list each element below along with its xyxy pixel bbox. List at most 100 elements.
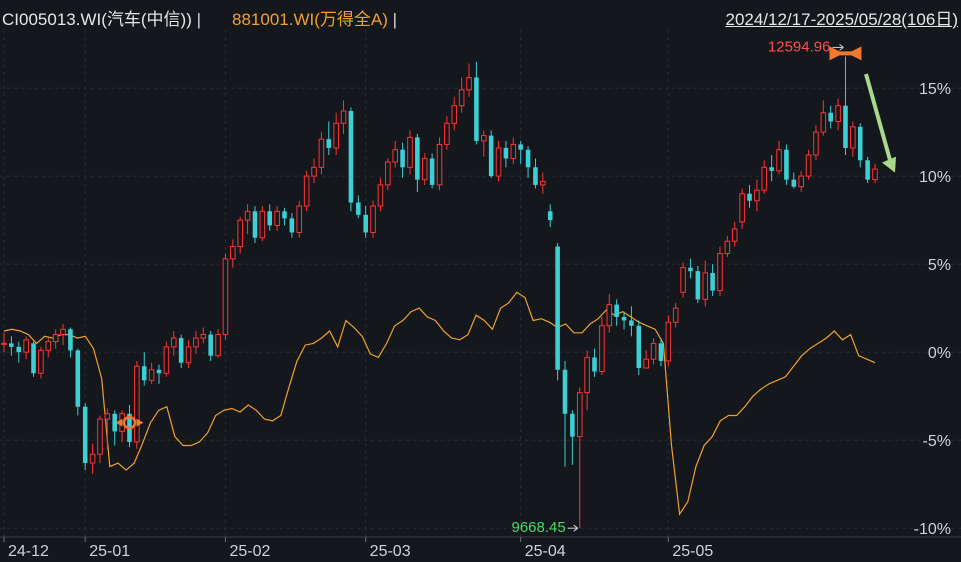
chart-grid: [0, 30, 961, 538]
y-tick-label: 15%: [919, 81, 951, 98]
candle: [458, 77, 465, 113]
candle-body-up: [392, 149, 399, 163]
candle: [614, 299, 619, 326]
chart-header: CI005013.WI(汽车(中信)) | 881001.WI(万得全A) | …: [0, 0, 961, 30]
candle-body-up: [421, 158, 428, 181]
candle: [843, 56, 848, 155]
candle: [547, 204, 553, 228]
candle: [495, 140, 502, 182]
high-pointer-head: [839, 44, 844, 51]
annotations-layer: 12594.96 9668.45: [115, 38, 896, 536]
candle-body-up: [296, 205, 303, 233]
candle: [52, 329, 59, 349]
trend-arrow-head: [882, 156, 896, 173]
candle: [436, 137, 443, 191]
date-range-selector[interactable]: 2024/12/17-2025/05/28(106日): [725, 10, 958, 29]
candle-body-up: [761, 166, 768, 191]
candle: [348, 107, 354, 212]
candle-body-up: [665, 321, 672, 362]
candle-body-up: [576, 392, 583, 438]
candle: [576, 387, 583, 529]
candle: [363, 206, 368, 238]
candle-body-up: [215, 334, 221, 357]
candle-body-down: [570, 413, 575, 437]
candle-body-up: [717, 253, 723, 292]
candle: [82, 403, 88, 471]
candles-layer: [1, 56, 878, 529]
candle-body-down: [592, 357, 597, 372]
candle: [311, 158, 317, 184]
candle-body-up: [303, 175, 310, 207]
candle-body-up: [104, 413, 111, 420]
candle: [533, 158, 538, 189]
candle: [466, 63, 472, 97]
candle-body-up: [377, 184, 384, 207]
candle: [318, 132, 325, 175]
candle: [525, 146, 531, 178]
candle: [488, 130, 494, 178]
candle: [356, 195, 361, 219]
candle-body-up: [185, 346, 192, 364]
candle: [672, 302, 679, 328]
candle-body-down: [828, 112, 834, 122]
candle: [747, 184, 752, 208]
candle: [193, 331, 199, 354]
candle-body-up: [872, 168, 878, 181]
candle-body-up: [370, 205, 376, 233]
y-tick-label: 0%: [928, 345, 951, 362]
candle-body-down: [208, 334, 213, 356]
candle-body-down: [518, 144, 523, 150]
candle: [828, 105, 834, 129]
candle-body-up: [23, 339, 29, 353]
candle: [776, 140, 782, 175]
candle: [141, 352, 147, 386]
candle: [835, 98, 841, 131]
candle: [695, 265, 701, 303]
candle: [421, 153, 428, 185]
index-label[interactable]: 881001.WI(万得全A) |: [232, 5, 397, 30]
candle-body-down: [400, 149, 405, 168]
candle: [731, 221, 738, 247]
candle-body-down: [784, 149, 789, 180]
candle: [805, 149, 812, 180]
candle-body-up: [385, 161, 391, 186]
candle-body-up: [813, 131, 819, 156]
candle-body-down: [629, 320, 634, 326]
range-arrow-head-left: [847, 46, 862, 61]
candle: [429, 153, 435, 189]
header-separator: |: [196, 10, 202, 29]
candle: [540, 172, 546, 194]
candle: [377, 177, 384, 212]
y-tick-label: 10%: [919, 169, 951, 186]
x-tick-label: 25-01: [89, 543, 130, 560]
candle-body-down: [688, 267, 693, 272]
low-price-label: 9668.45: [512, 519, 566, 536]
candle: [872, 163, 878, 184]
range-arrow-head-right: [829, 46, 844, 61]
security-label[interactable]: CI005013.WI(汽车(中信)) |: [2, 5, 201, 30]
candle: [215, 329, 221, 358]
candle-body-down: [533, 167, 538, 185]
candle-body-down: [75, 350, 81, 407]
candle-body-up: [318, 138, 325, 168]
candle-body-up: [584, 356, 590, 394]
candle: [784, 144, 789, 185]
candle-body-down: [348, 110, 354, 203]
candle: [385, 158, 391, 191]
candle: [178, 334, 184, 368]
candle-body-down: [769, 167, 774, 171]
candle: [208, 331, 213, 361]
candle: [282, 207, 287, 226]
candle-body-up: [820, 112, 827, 133]
candle-body-up: [340, 110, 347, 124]
event-marker: [122, 415, 137, 430]
index-series-line: [3, 291, 876, 516]
candle-body-down: [843, 105, 848, 148]
candle: [1, 332, 7, 353]
candle-body-up: [540, 180, 546, 186]
candle-body-down: [289, 218, 295, 233]
candle: [865, 156, 870, 184]
candle: [754, 179, 760, 212]
candle: [584, 350, 590, 411]
